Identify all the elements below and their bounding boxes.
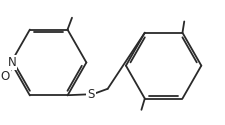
Text: S: S [87,88,95,101]
Text: O: O [1,70,10,83]
Text: N: N [8,56,16,69]
